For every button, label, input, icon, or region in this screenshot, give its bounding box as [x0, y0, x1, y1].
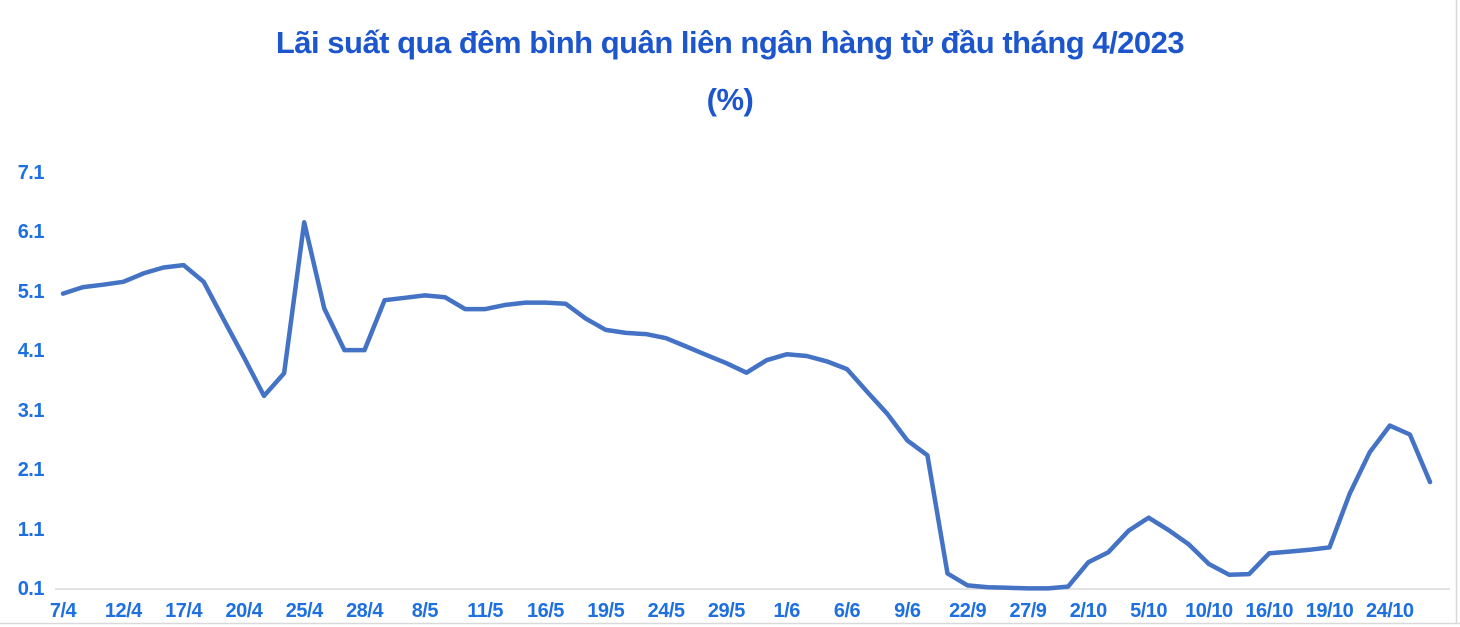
x-tick-label: 27/9 [1009, 600, 1047, 622]
x-tick-label: 6/6 [833, 600, 861, 622]
x-tick-label: 12/4 [104, 600, 142, 622]
x-tick-label: 19/10 [1305, 600, 1354, 622]
x-tick-label: 1/6 [773, 600, 801, 622]
x-tick-label: 11/5 [467, 600, 504, 622]
x-tick-label: 17/4 [165, 600, 203, 622]
chart-title-line2: (%) [706, 82, 754, 117]
x-tick-label: 28/4 [346, 600, 383, 622]
x-tick-label: 7/4 [49, 600, 77, 622]
x-tick-label: 24/10 [1366, 600, 1414, 622]
y-tick-label: 4.1 [17, 340, 45, 363]
y-tick-label: 1.1 [17, 518, 45, 541]
y-tick-label: 3.1 [17, 399, 45, 422]
x-tick-label: 5/10 [1130, 600, 1168, 622]
y-tick-label: 0.1 [17, 578, 45, 600]
x-tick-label: 19/5 [587, 600, 625, 622]
y-tick-label: 7.1 [17, 162, 45, 184]
x-tick-label: 22/9 [949, 600, 987, 622]
x-tick-label: 2/10 [1069, 600, 1107, 622]
y-tick-label: 5.1 [17, 280, 45, 303]
x-tick-label: 29/5 [707, 600, 745, 622]
chart-title: Lãi suất qua đêm bình quân liên ngân hàn… [0, 14, 1460, 128]
x-tick-label: 24/5 [647, 600, 685, 622]
x-tick-label: 10/10 [1185, 600, 1233, 622]
x-tick-label: 20/4 [225, 600, 263, 622]
x-tick-label: 16/10 [1245, 600, 1293, 622]
y-tick-label: 2.1 [17, 459, 45, 482]
chart-title-line1: Lãi suất qua đêm bình quân liên ngân hàn… [275, 25, 1185, 60]
rate-line-series [60, 220, 1433, 591]
y-tick-label: 6.1 [17, 221, 45, 244]
x-tick-label: 8/5 [411, 600, 439, 622]
x-tick-label: 9/6 [894, 600, 921, 622]
x-tick-label: 25/4 [285, 600, 323, 622]
x-tick-label: 16/5 [527, 600, 564, 622]
